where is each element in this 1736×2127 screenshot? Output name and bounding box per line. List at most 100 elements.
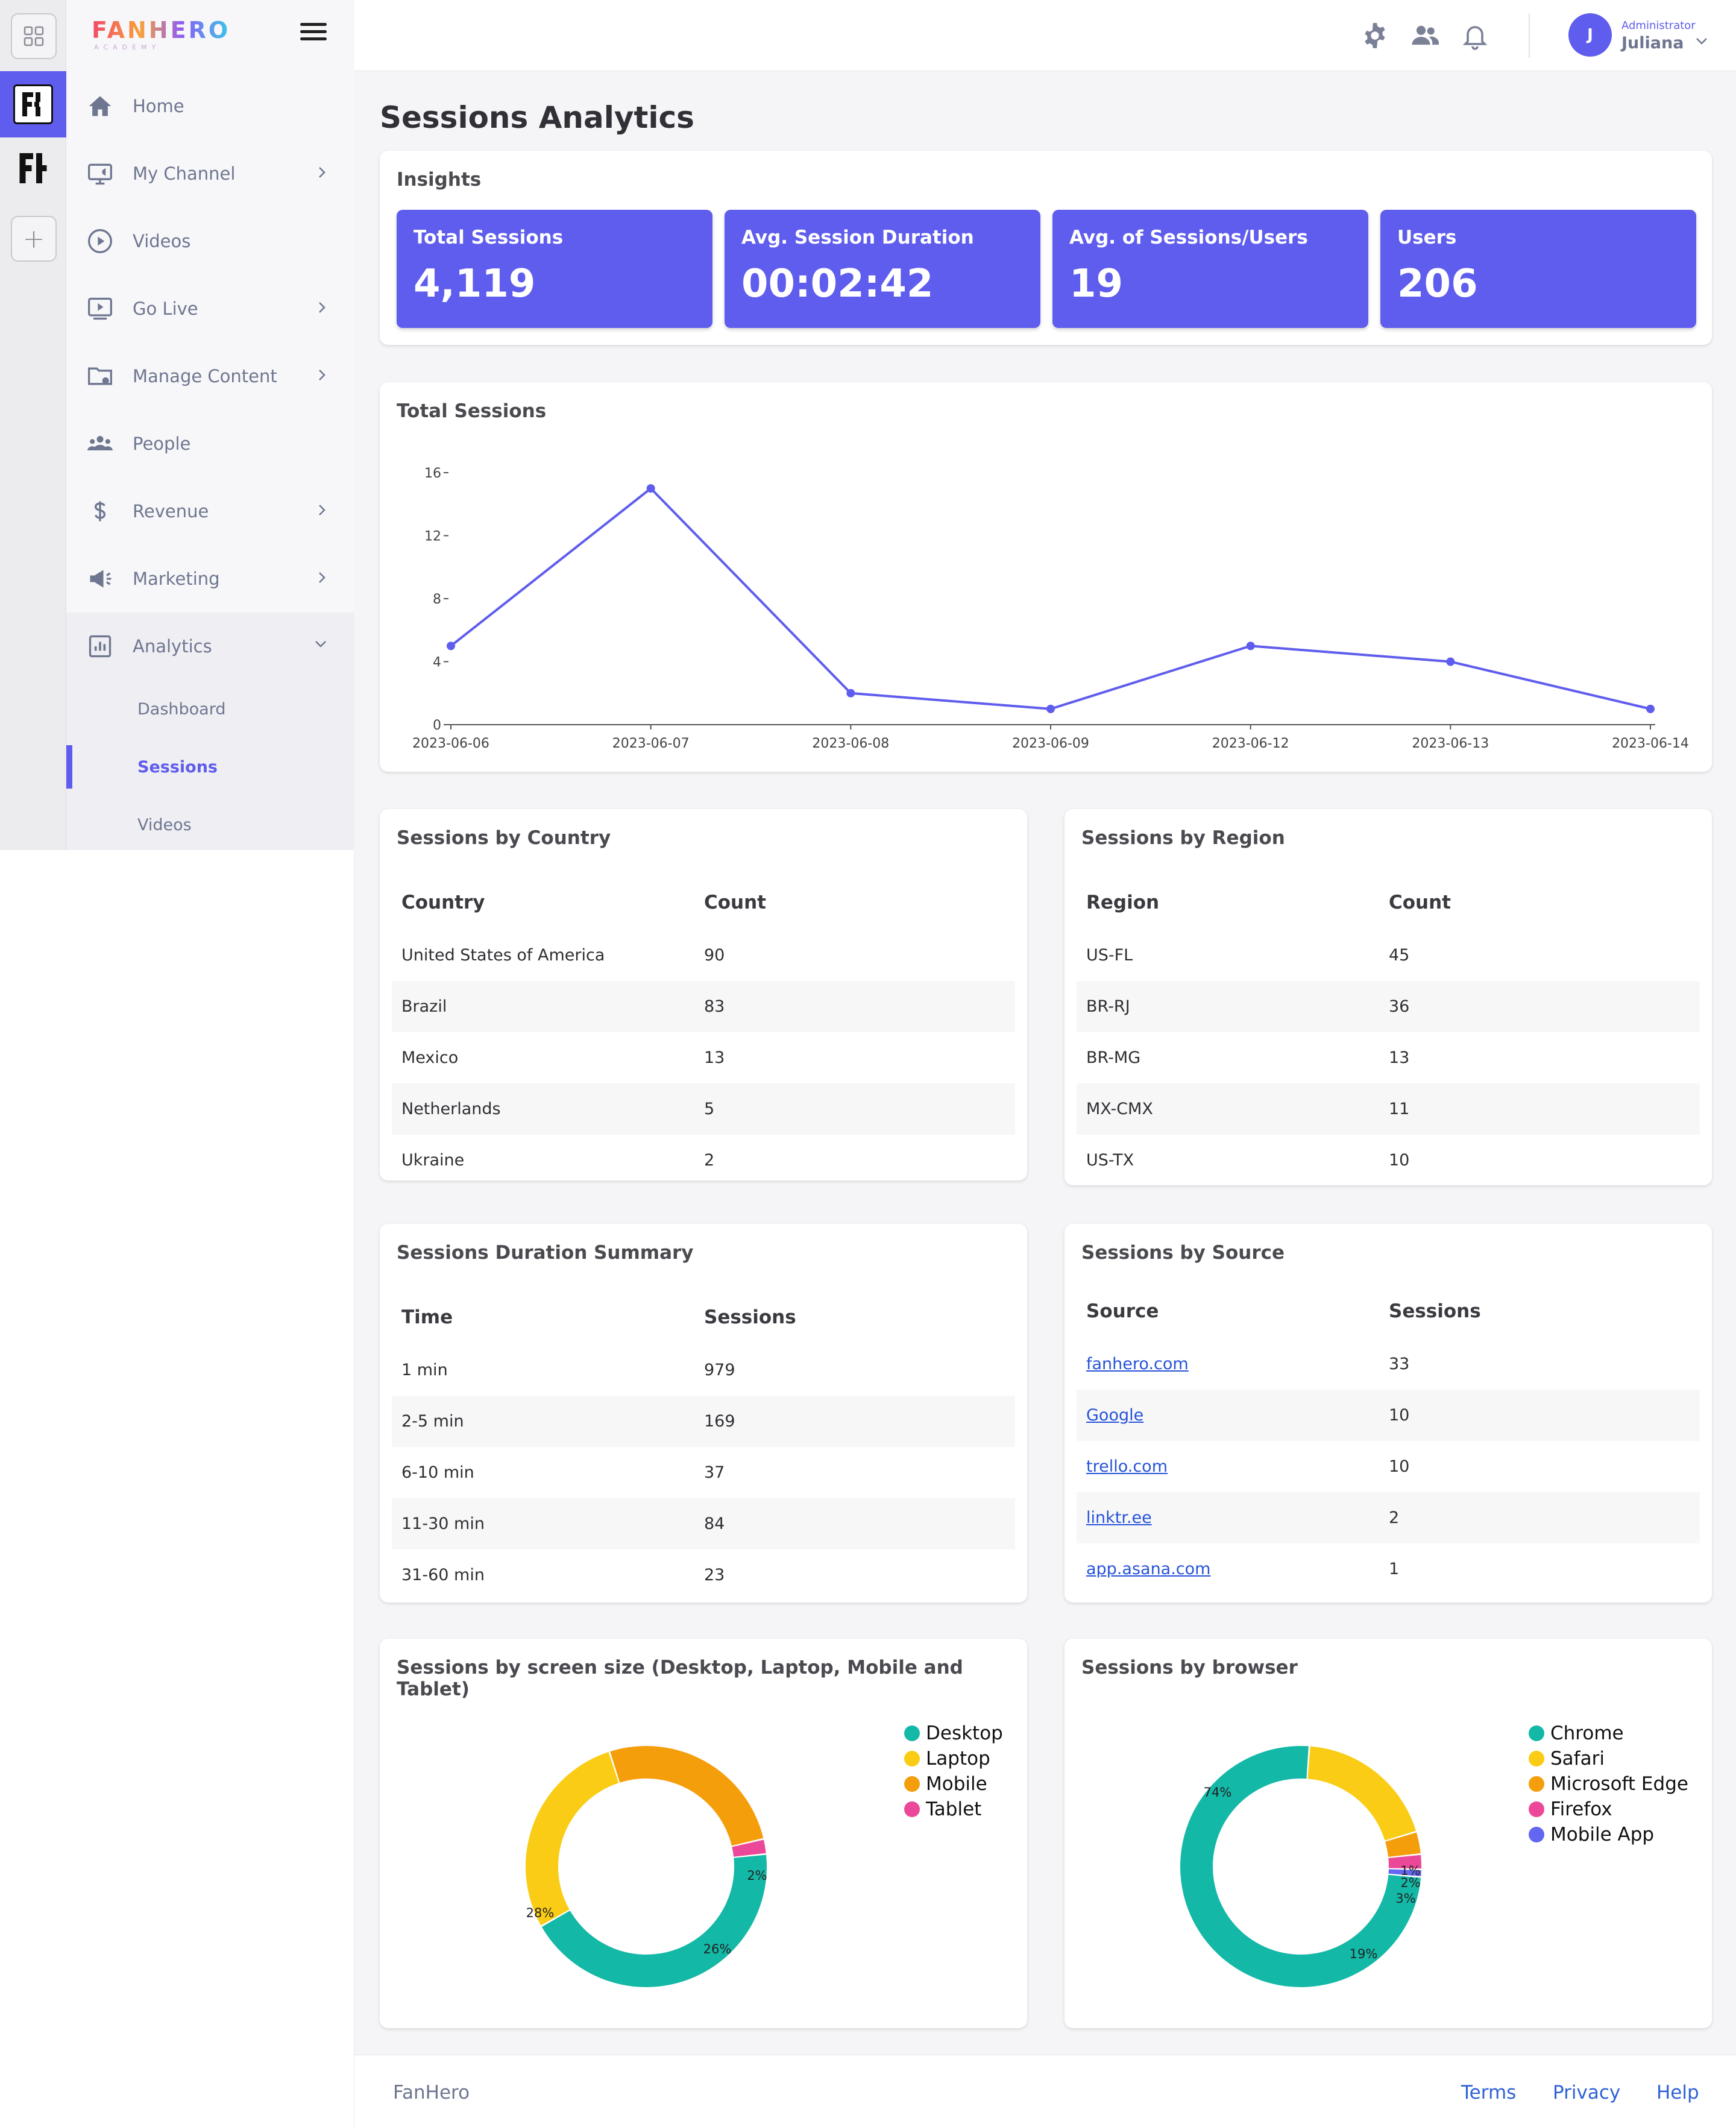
- sidebar-item-my-channel[interactable]: My Channel: [66, 140, 354, 207]
- source-link[interactable]: app.asana.com: [1086, 1560, 1211, 1578]
- footer-brand: FanHero: [393, 2082, 470, 2103]
- donut-slice[interactable]: [610, 1746, 764, 1846]
- legend-item[interactable]: Firefox: [1529, 1797, 1688, 1822]
- data-point[interactable]: [1046, 704, 1055, 713]
- slice-label: 28%: [526, 1906, 555, 1920]
- sidebar-item-manage-content[interactable]: Manage Content: [66, 342, 354, 410]
- sidebar-item-marketing[interactable]: Marketing: [66, 545, 354, 613]
- legend-item[interactable]: Mobile: [904, 1771, 1003, 1797]
- source-link[interactable]: trello.com: [1086, 1457, 1168, 1476]
- cell-count: 45: [1389, 946, 1410, 965]
- slice-label: 3%: [1395, 1891, 1415, 1906]
- data-point[interactable]: [1646, 704, 1655, 713]
- donut-slice[interactable]: [1307, 1746, 1417, 1841]
- legend-label: Desktop: [926, 1722, 1003, 1744]
- sidebar-item-home[interactable]: Home: [66, 72, 354, 140]
- x-tick-label: 2023-06-08: [812, 736, 889, 751]
- x-tick-label: 2023-06-14: [1612, 736, 1689, 751]
- legend-label: Mobile: [926, 1773, 987, 1795]
- data-point[interactable]: [447, 641, 455, 651]
- sidebar-subitem-sessions[interactable]: Sessions: [66, 738, 354, 796]
- chevron-down-icon[interactable]: [1694, 35, 1709, 47]
- data-point[interactable]: [1446, 657, 1455, 666]
- legend-item[interactable]: Chrome: [1529, 1721, 1688, 1746]
- chevron-down-icon: [315, 641, 326, 648]
- kpi-label: Users: [1397, 227, 1457, 248]
- chevron-right-icon: [319, 505, 326, 515]
- legend-item[interactable]: Desktop: [904, 1721, 1003, 1746]
- donut-slice[interactable]: [1385, 1832, 1421, 1857]
- apps-grid-button[interactable]: [11, 13, 57, 59]
- sidebar-item-people[interactable]: People: [66, 410, 354, 477]
- country-table: Country Count United States of America 90…: [392, 875, 1015, 1186]
- add-channel-button[interactable]: +: [11, 216, 57, 262]
- table-row: 1 min 979: [392, 1344, 1015, 1396]
- table-row: Google 10: [1077, 1390, 1700, 1441]
- footer-link-terms[interactable]: Terms: [1461, 2082, 1517, 2103]
- donut-slice[interactable]: [732, 1839, 766, 1857]
- data-point[interactable]: [646, 484, 655, 493]
- footer-link-help[interactable]: Help: [1656, 2082, 1699, 2103]
- user-name[interactable]: Juliana: [1621, 34, 1684, 52]
- slice-label: 2%: [747, 1868, 767, 1883]
- data-point[interactable]: [846, 689, 855, 698]
- chevron-right-icon: [319, 167, 326, 178]
- sidebar-item-label: Marketing: [133, 569, 220, 589]
- sessions-by-country-card: Sessions by Country Country Count United…: [380, 809, 1027, 1180]
- notifications-button[interactable]: [1459, 19, 1491, 52]
- users-button[interactable]: [1409, 19, 1441, 52]
- grid-icon: [24, 26, 44, 46]
- card-title: Sessions by Region: [1081, 827, 1285, 849]
- donut-slice[interactable]: [526, 1752, 619, 1926]
- legend-item[interactable]: Microsoft Edge: [1529, 1771, 1688, 1797]
- chart-legend: Chrome Safari Microsoft Edge Firefox Mobile …: [1529, 1721, 1688, 1847]
- legend-swatch: [904, 1801, 920, 1817]
- source-table: Source Sessions fanhero.com 33 Google 10 t…: [1077, 1284, 1700, 1595]
- header-divider: [1529, 13, 1530, 58]
- sidebar-item-revenue[interactable]: Revenue: [66, 477, 354, 545]
- legend-item[interactable]: Tablet: [904, 1797, 1003, 1822]
- legend-item[interactable]: Mobile App: [1529, 1822, 1688, 1847]
- column-header: Country: [401, 892, 485, 913]
- source-link[interactable]: fanhero.com: [1086, 1355, 1189, 1373]
- sidebar-subitem-dashboard[interactable]: Dashboard: [137, 699, 226, 719]
- slice-label: 26%: [703, 1942, 732, 1956]
- sidebar-item-videos[interactable]: Videos: [66, 207, 354, 275]
- channel-fanhero-active[interactable]: [0, 71, 66, 137]
- table-row: BR-MG 13: [1077, 1032, 1700, 1083]
- kpi-value: 206: [1397, 262, 1478, 306]
- donut-slice[interactable]: [541, 1854, 767, 1987]
- menu-toggle-button[interactable]: [300, 23, 327, 42]
- cell-region: BR-RJ: [1086, 997, 1130, 1016]
- cell-region: US-TX: [1086, 1151, 1134, 1170]
- legend-item[interactable]: Safari: [1529, 1746, 1688, 1771]
- fanhero-logo-icon: [13, 84, 53, 124]
- channel-fanhero-secondary[interactable]: [13, 148, 53, 188]
- sidebar-item-label: My Channel: [133, 163, 236, 184]
- source-link[interactable]: linktr.ee: [1086, 1508, 1152, 1527]
- donut-slice[interactable]: [1388, 1869, 1421, 1877]
- sidebar-item-label: Revenue: [133, 501, 209, 522]
- sidebar-subitem-videos[interactable]: Videos: [137, 815, 192, 834]
- sidebar-item-go-live[interactable]: Go Live: [66, 275, 354, 342]
- x-tick-label: 2023-06-06: [412, 736, 489, 751]
- cell-count: 36: [1389, 997, 1410, 1016]
- sidebar-item-analytics[interactable]: Analytics: [66, 613, 354, 680]
- footer-link-privacy[interactable]: Privacy: [1553, 2082, 1621, 2103]
- brand-logo[interactable]: FANHERO: [92, 17, 231, 43]
- source-link[interactable]: Google: [1086, 1406, 1144, 1425]
- sidebar-item-label: Analytics: [133, 636, 212, 657]
- column-header: Time: [401, 1306, 453, 1328]
- browser-donut-chart: 74% 19% 3%2%1%: [1180, 1746, 1421, 1987]
- avatar[interactable]: J: [1568, 13, 1612, 57]
- card-title: Sessions by Country: [397, 827, 611, 849]
- x-tick-label: 2023-06-07: [612, 736, 690, 751]
- legend-swatch: [1529, 1801, 1544, 1817]
- cell-sessions: 1: [1389, 1560, 1400, 1578]
- donut-slice[interactable]: [1388, 1854, 1421, 1869]
- legend-swatch: [904, 1725, 920, 1741]
- card-title: Sessions by Source: [1081, 1242, 1285, 1264]
- settings-button[interactable]: [1359, 19, 1391, 52]
- data-point[interactable]: [1246, 641, 1255, 651]
- legend-item[interactable]: Laptop: [904, 1746, 1003, 1771]
